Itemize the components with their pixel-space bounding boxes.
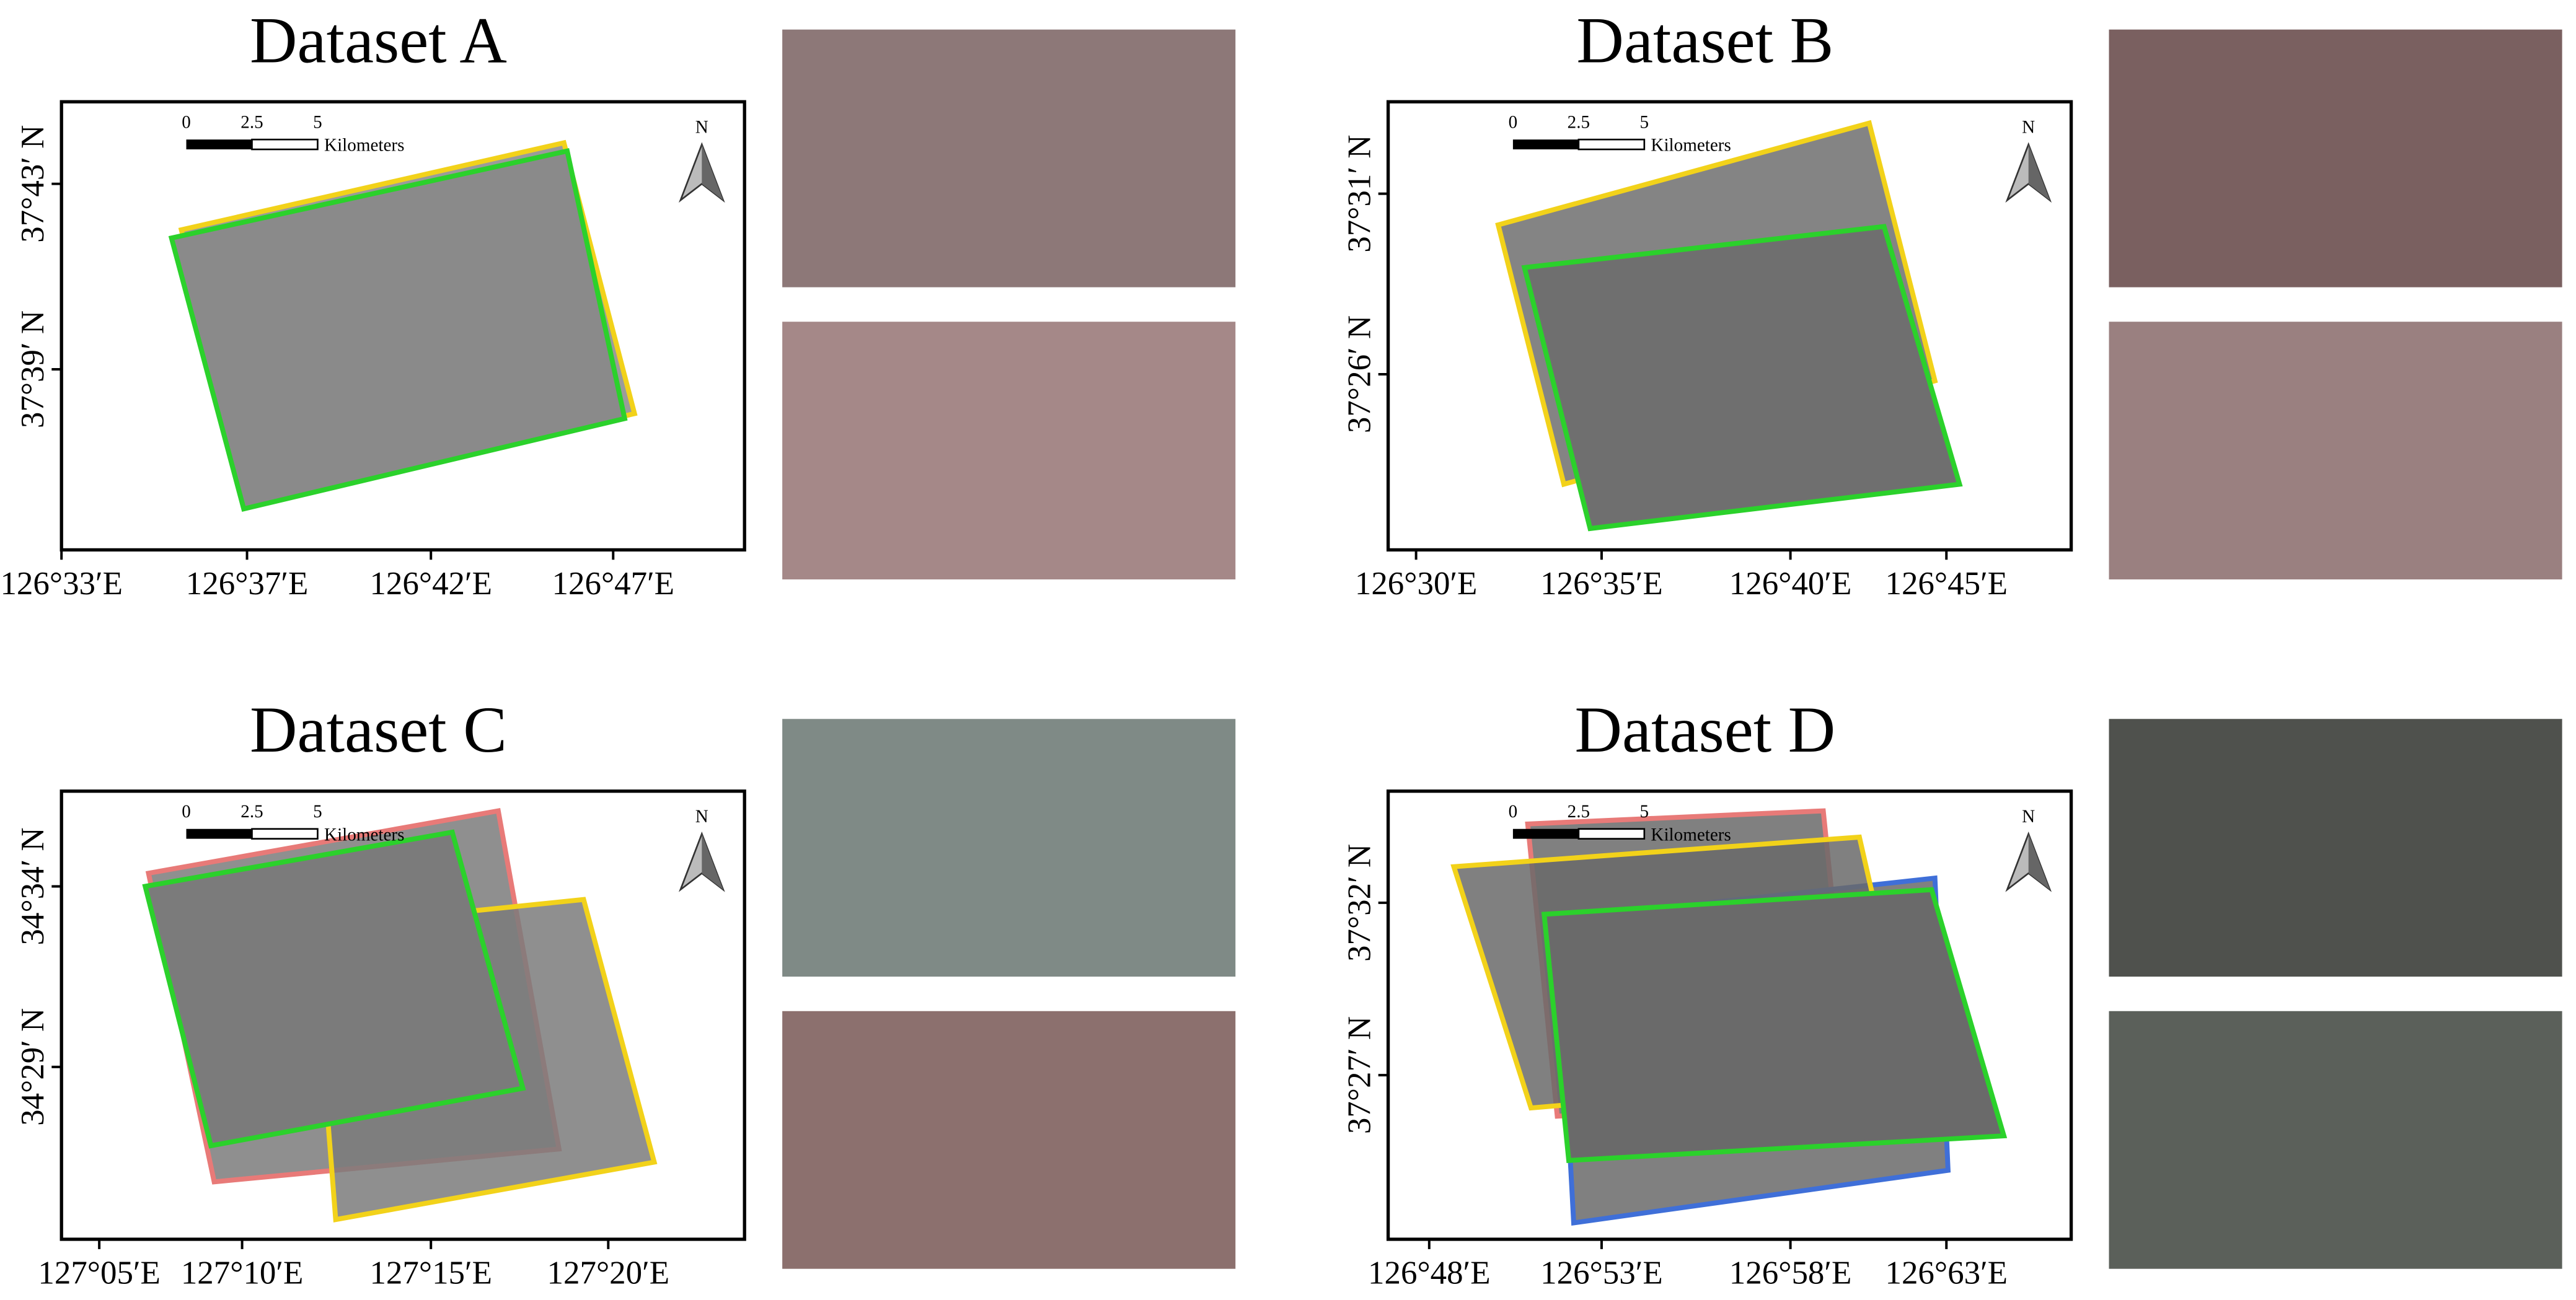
panel-title: Dataset C [250, 693, 507, 766]
scale-bar-black [186, 828, 252, 839]
scale-label: 2.5 [240, 113, 263, 133]
lat-label: 37°27′ N [1341, 1016, 1377, 1134]
scale-unit: Kilometers [1651, 136, 1731, 156]
lat-label: 34°34′ N [15, 827, 51, 945]
inset-image [782, 322, 1236, 580]
north-label: N [695, 807, 708, 827]
scale-bar-black [186, 139, 252, 150]
inset-image [782, 29, 1236, 288]
inset-image [2109, 322, 2562, 580]
lon-label: 127°10′E [181, 1255, 304, 1291]
scale-label: 2.5 [1568, 802, 1590, 822]
lat-label: 37°43′ N [15, 125, 51, 243]
scale-unit: Kilometers [1651, 825, 1731, 845]
scale-label: 0 [182, 113, 191, 133]
lat-label: 37°26′ N [1341, 315, 1377, 433]
scale-label: 0 [182, 802, 191, 822]
north-arrow-shade [702, 833, 723, 890]
scale-label: 5 [1640, 802, 1649, 822]
lon-label: 126°35′E [1540, 566, 1663, 602]
inset-image [782, 719, 1236, 977]
lat-label: 37°31′ N [1341, 134, 1377, 252]
lat-label: 37°32′ N [1341, 844, 1377, 962]
inset-image [2109, 719, 2562, 977]
inset-image [2109, 1011, 2562, 1269]
scale-unit: Kilometers [324, 825, 404, 845]
scale-label: 2.5 [1568, 113, 1590, 133]
lon-label: 126°33′E [0, 566, 123, 602]
lon-label: 126°37′E [186, 566, 309, 602]
lat-label: 37°39′ N [15, 310, 51, 428]
scale-bar-black [1512, 139, 1579, 150]
scale-bar-black [1512, 828, 1579, 839]
scale-label: 5 [313, 802, 322, 822]
panel-title: Dataset B [1576, 4, 1833, 77]
scale-label: 5 [313, 113, 322, 133]
lon-label: 126°40′E [1729, 566, 1852, 602]
lon-label: 126°53′E [1540, 1255, 1663, 1291]
lon-label: 127°05′E [38, 1255, 161, 1291]
panel-title: Dataset A [250, 4, 507, 77]
lon-label: 126°45′E [1885, 566, 2008, 602]
scale-label: 2.5 [240, 802, 263, 822]
north-label: N [2022, 807, 2035, 827]
lon-label: 126°48′E [1368, 1255, 1491, 1291]
inset-image [2109, 29, 2562, 288]
inset-image [782, 1011, 1236, 1269]
scale-bar-white [1577, 828, 1646, 840]
scale-bar-white [1577, 138, 1646, 151]
footprint [1541, 887, 2008, 1164]
lon-label: 126°42′E [369, 566, 492, 602]
scale-label: 5 [1640, 113, 1649, 133]
lon-label: 126°30′E [1355, 566, 1478, 602]
footprint [142, 829, 526, 1149]
footprint [168, 147, 628, 512]
scale-label: 0 [1509, 113, 1518, 133]
lon-label: 126°58′E [1729, 1255, 1852, 1291]
scale-bar-white [251, 138, 319, 151]
lon-label: 126°47′E [552, 566, 674, 602]
panel-title: Dataset D [1575, 693, 1836, 766]
scale-bar-white [251, 828, 319, 840]
lon-label: 127°15′E [369, 1255, 492, 1291]
lon-label: 127°20′E [547, 1255, 670, 1291]
scale-unit: Kilometers [324, 136, 404, 156]
lat-label: 34°29′ N [15, 1008, 51, 1126]
footprint [1521, 224, 1963, 532]
north-label: N [2022, 118, 2035, 138]
scale-label: 0 [1509, 802, 1518, 822]
lon-label: 126°63′E [1885, 1255, 2008, 1291]
north-label: N [695, 118, 708, 138]
north-arrow-shade [2028, 833, 2050, 890]
